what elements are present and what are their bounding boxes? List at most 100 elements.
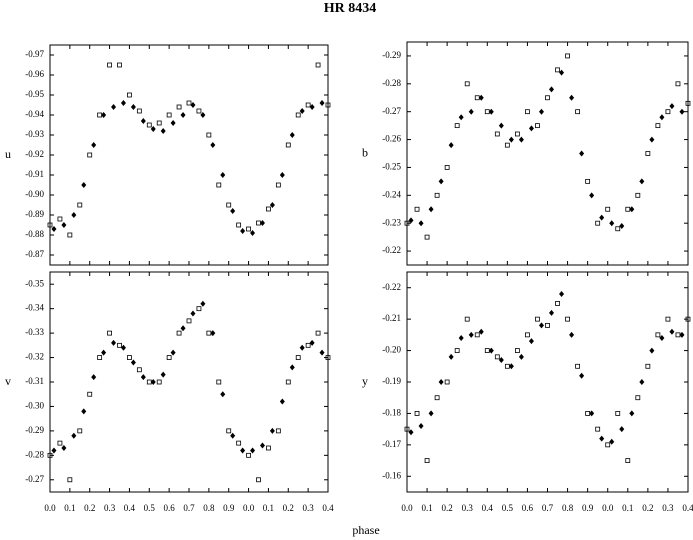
square-point: [186, 100, 192, 106]
square-point: [535, 316, 540, 322]
diamond-point: [659, 335, 665, 341]
y-tick-label: -0.32: [25, 352, 44, 362]
x-tick-label: 0.1: [263, 503, 274, 513]
square-point: [665, 109, 671, 115]
diamond-point: [518, 136, 524, 143]
diamond-point: [468, 108, 474, 115]
square-point: [196, 108, 202, 114]
y-tick-label: -0.34: [25, 303, 44, 313]
diamond-point: [569, 331, 575, 338]
square-point: [464, 81, 470, 87]
square-point: [305, 102, 311, 108]
y-tick-label: -0.27: [382, 106, 401, 116]
x-tick-label: 0.3: [662, 503, 674, 513]
square-point: [127, 355, 132, 360]
y-tick-label: -0.90: [25, 189, 44, 199]
y-axis-label: b: [362, 145, 368, 159]
square-point: [266, 445, 271, 451]
y-tick-label: -0.89: [25, 209, 44, 219]
x-tick-label: 0.2: [84, 503, 95, 513]
y-tick-label: -0.94: [25, 109, 44, 119]
diamond-point: [259, 442, 265, 449]
y-tick-label: -0.35: [25, 278, 44, 288]
diamond-point: [488, 347, 494, 354]
square-point: [685, 316, 691, 322]
diamond-point: [289, 132, 295, 138]
square-point: [97, 112, 103, 118]
diamond-point: [180, 325, 186, 332]
square-point: [256, 477, 261, 483]
diamond-point: [91, 374, 97, 381]
diamond-point: [81, 408, 87, 415]
x-tick-label: 0.1: [622, 503, 633, 513]
square-point: [166, 112, 172, 118]
diamond-point: [150, 379, 156, 385]
diamond-point: [259, 220, 265, 226]
diamond-point: [538, 108, 544, 115]
square-point: [325, 102, 331, 108]
square-point: [216, 182, 222, 188]
diamond-point: [438, 379, 444, 385]
square-point: [454, 348, 460, 353]
x-tick-label: 0.8: [562, 503, 574, 513]
square-point: [275, 182, 281, 188]
diamond-point: [639, 379, 645, 385]
square-point: [464, 316, 470, 322]
y-tick-label: -0.96: [25, 69, 44, 79]
x-tick-label: 0.6: [522, 503, 534, 513]
y-tick-label: -0.23: [382, 217, 401, 227]
square-point: [474, 95, 480, 101]
square-point: [325, 355, 331, 360]
square-point: [655, 123, 661, 129]
square-point: [196, 306, 202, 312]
x-axis-label: phase: [352, 523, 379, 537]
diamond-point: [111, 339, 117, 346]
square-point: [315, 62, 321, 68]
diamond-point: [549, 86, 555, 93]
square-point: [146, 379, 152, 385]
square-point: [206, 330, 212, 336]
diamond-point: [130, 104, 136, 110]
x-tick-label: 0.0: [243, 503, 255, 513]
diamond-point: [250, 230, 256, 236]
figure-title: HR 8434: [324, 1, 377, 16]
square-point: [635, 395, 641, 401]
square-point: [117, 62, 122, 68]
square-point: [665, 316, 671, 322]
diamond-point: [91, 142, 97, 148]
square-point: [635, 192, 641, 198]
diamond-point: [609, 220, 615, 227]
square-point: [67, 477, 73, 483]
square-point: [535, 123, 540, 129]
y-tick-label: -0.29: [25, 425, 44, 435]
diamond-point: [190, 102, 196, 108]
y-tick-label: -0.19: [382, 376, 401, 386]
square-point: [444, 379, 450, 385]
square-point: [57, 440, 63, 446]
diamond-point: [559, 291, 565, 297]
y-axis-label: v: [5, 374, 11, 388]
square-point: [595, 220, 601, 226]
diamond-point: [528, 338, 534, 345]
diamond-point: [269, 427, 275, 434]
x-tick-label: 0.5: [144, 503, 156, 513]
diamond-point: [448, 353, 454, 360]
square-point: [117, 342, 122, 348]
square-point: [87, 152, 93, 158]
square-point: [176, 104, 182, 110]
diamond-point: [659, 114, 665, 121]
diamond-point: [629, 410, 635, 417]
square-point: [246, 226, 251, 232]
square-point: [295, 112, 301, 118]
square-point: [474, 332, 480, 338]
diamond-point: [71, 212, 77, 218]
y-tick-label: -0.28: [25, 449, 44, 459]
y-tick-label: -0.87: [25, 249, 44, 259]
y-tick-label: -0.17: [382, 439, 401, 449]
diamond-point: [458, 114, 464, 121]
diamond-point: [210, 142, 216, 148]
square-point: [77, 202, 83, 208]
diamond-point: [599, 435, 605, 442]
diamond-point: [538, 322, 544, 329]
diamond-point: [111, 104, 117, 110]
